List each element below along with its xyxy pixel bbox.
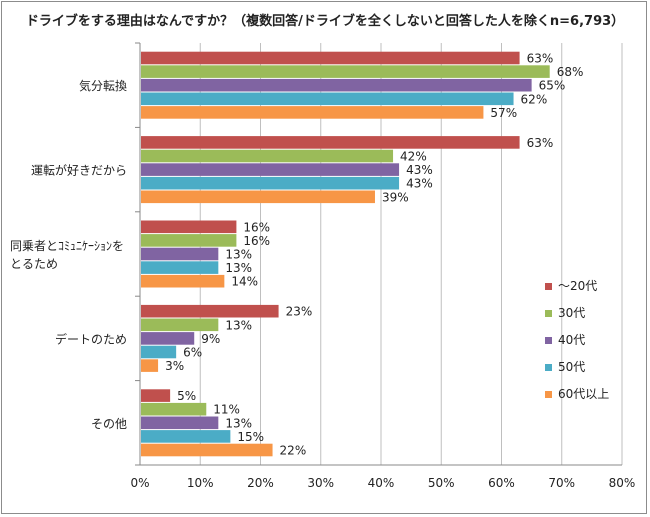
- x-tick-label: 20%: [247, 476, 274, 490]
- legend-swatch: [545, 364, 552, 371]
- bar: [141, 78, 532, 92]
- bar: [141, 65, 550, 78]
- bar: [141, 176, 400, 190]
- x-tick-label: 0%: [130, 476, 149, 490]
- bar: [141, 136, 520, 149]
- x-tick-label: 40%: [368, 476, 395, 490]
- bar: [141, 220, 237, 234]
- bar: [141, 430, 231, 443]
- bar: [141, 163, 400, 176]
- category-label: その他: [91, 417, 127, 431]
- data-label: 14%: [231, 275, 258, 289]
- data-label: 13%: [225, 318, 252, 332]
- bar: [141, 389, 171, 402]
- bar: [141, 92, 514, 106]
- bar: [141, 106, 484, 119]
- data-label: 13%: [225, 416, 252, 430]
- data-label: 3%: [165, 359, 184, 373]
- x-tick-label: 10%: [187, 476, 214, 490]
- data-label: 16%: [243, 220, 270, 234]
- legend-label: 60代以上: [558, 387, 609, 401]
- data-label: 13%: [225, 248, 252, 262]
- legend-label: 50代: [558, 360, 585, 374]
- bar: [141, 247, 219, 261]
- bar: [141, 149, 394, 163]
- bar: [141, 345, 177, 359]
- bar: [141, 190, 375, 204]
- data-label: 42%: [400, 150, 427, 164]
- data-label: 63%: [527, 52, 554, 66]
- data-label: 65%: [539, 79, 566, 93]
- category-label: とるため: [10, 257, 58, 271]
- data-label: 15%: [237, 430, 264, 444]
- data-label: 62%: [521, 92, 548, 106]
- data-label: 11%: [213, 403, 240, 417]
- bar: [141, 318, 219, 332]
- legend-label: 30代: [558, 306, 585, 320]
- data-label: 16%: [243, 234, 270, 248]
- legend-swatch: [545, 391, 552, 398]
- bar: [141, 261, 219, 274]
- category-label: 気分転換: [79, 78, 127, 93]
- bar: [141, 51, 520, 65]
- category-label: 運転が好きだから: [31, 163, 127, 178]
- data-label: 23%: [286, 305, 313, 319]
- data-label: 63%: [527, 136, 554, 150]
- data-label: 43%: [406, 163, 433, 177]
- x-tick-label: 30%: [307, 476, 334, 490]
- bar: [141, 416, 219, 430]
- legend-label: 40代: [558, 333, 585, 347]
- bar: [141, 234, 237, 247]
- data-label: 9%: [201, 332, 220, 346]
- data-label: 13%: [225, 261, 252, 275]
- data-label: 57%: [490, 106, 517, 120]
- legend-swatch: [545, 283, 552, 290]
- bar: [141, 274, 225, 288]
- bar: [141, 402, 207, 416]
- x-tick-label: 60%: [488, 476, 515, 490]
- bar: [141, 332, 195, 345]
- data-label: 22%: [280, 444, 307, 458]
- legend-swatch: [545, 310, 552, 317]
- category-label: デートのため: [55, 331, 127, 346]
- data-label: 39%: [382, 190, 409, 204]
- bar: [141, 304, 279, 318]
- data-label: 6%: [183, 346, 202, 360]
- data-label: 68%: [557, 65, 584, 79]
- bar: [141, 443, 273, 457]
- x-tick-label: 80%: [609, 476, 636, 490]
- legend-swatch: [545, 337, 552, 344]
- data-label: 5%: [177, 389, 196, 403]
- data-label: 43%: [406, 177, 433, 191]
- category-label: 同乗者とｺﾐｭﾆｹｰｼｮﾝを: [10, 239, 124, 253]
- chart-title: ドライブをする理由はなんですか？（複数回答/ドライブを全くしないと回答した人を除…: [25, 14, 625, 29]
- x-tick-label: 70%: [548, 476, 575, 490]
- bar: [141, 359, 159, 372]
- legend-label: ～20代: [558, 279, 597, 293]
- x-tick-label: 50%: [428, 476, 455, 490]
